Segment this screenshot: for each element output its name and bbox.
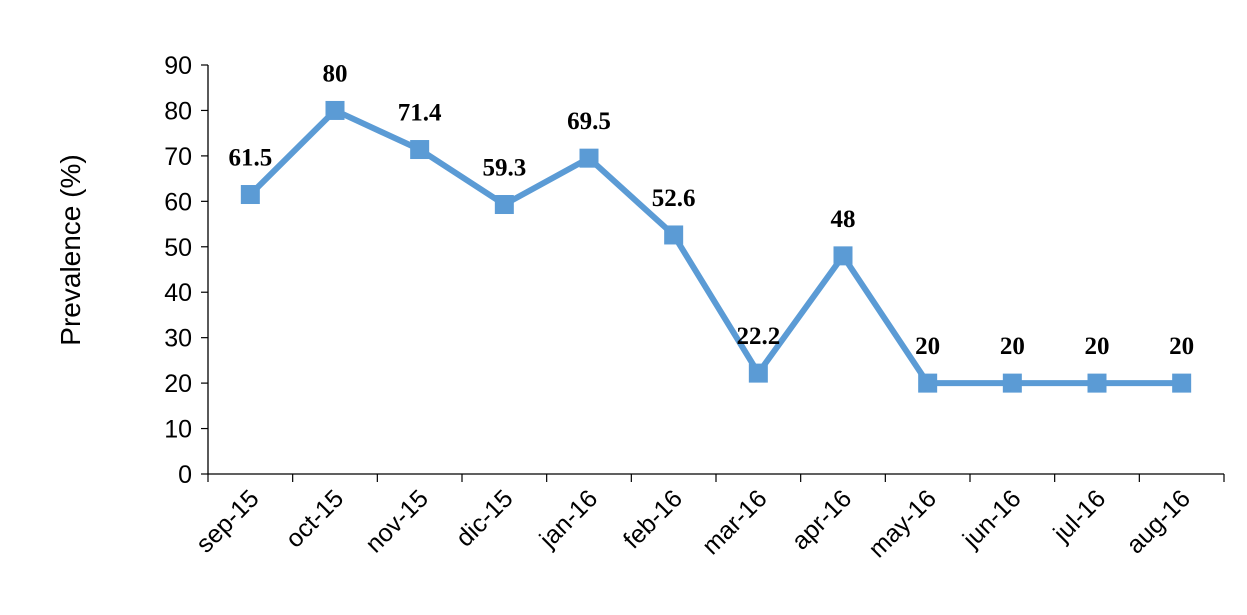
data-point-marker bbox=[494, 195, 514, 215]
x-tick-label: apr-16 bbox=[786, 484, 857, 555]
x-tick-label: aug-16 bbox=[1121, 484, 1196, 559]
x-axis: sep-15 oct-15 nov-15 dic-15 jan-16 feb-16 mar-… bbox=[191, 473, 1225, 563]
x-tick-label: dic-15 bbox=[451, 484, 519, 552]
data-label: 20 bbox=[1000, 333, 1025, 360]
data-label: 20 bbox=[1085, 333, 1110, 360]
data-label: 52.6 bbox=[652, 185, 696, 212]
data-point-marker bbox=[918, 373, 938, 393]
x-tick-label: oct-15 bbox=[280, 484, 349, 553]
y-tick-label: 0 bbox=[178, 461, 192, 489]
data-label: 20 bbox=[915, 333, 940, 360]
data-label: 71.4 bbox=[398, 100, 442, 127]
data-point-marker bbox=[579, 148, 599, 168]
data-label: 22.2 bbox=[736, 323, 780, 350]
data-label: 69.5 bbox=[567, 108, 611, 135]
y-tick-label: 30 bbox=[164, 325, 192, 353]
data-point-marker bbox=[1002, 373, 1022, 393]
y-tick-label: 40 bbox=[164, 279, 192, 307]
x-tick-label: nov-15 bbox=[360, 484, 434, 558]
data-label: 61.5 bbox=[228, 145, 272, 172]
y-tick-label: 60 bbox=[164, 188, 192, 216]
y-tick-label: 20 bbox=[164, 370, 192, 398]
x-tick-label: jul-16 bbox=[1047, 484, 1111, 548]
series-line bbox=[248, 107, 1182, 387]
y-axis: 0 10 20 30 40 50 60 70 80 90 bbox=[164, 52, 209, 489]
data-point-marker bbox=[240, 185, 260, 205]
data-point-marker bbox=[325, 100, 345, 120]
y-tick-label: 80 bbox=[164, 97, 192, 125]
x-tick-label: feb-16 bbox=[618, 484, 688, 554]
series-prevalence bbox=[240, 100, 1192, 393]
y-tick-label: 90 bbox=[164, 52, 192, 80]
data-label: 59.3 bbox=[482, 155, 526, 182]
x-tick-label: sep-15 bbox=[191, 484, 265, 558]
data-point-marker bbox=[748, 363, 768, 383]
y-tick-label: 70 bbox=[164, 143, 192, 171]
y-tick-label: 10 bbox=[164, 416, 192, 444]
x-tick-label: mar-16 bbox=[697, 484, 773, 560]
data-point-marker bbox=[1172, 373, 1192, 393]
data-point-marker bbox=[1087, 373, 1107, 393]
y-axis-title: Prevalence (%) bbox=[55, 154, 86, 345]
data-label: 48 bbox=[831, 206, 856, 233]
data-label: 20 bbox=[1169, 333, 1194, 360]
data-point-marker bbox=[664, 225, 684, 245]
x-tick-label: jan-16 bbox=[534, 484, 604, 554]
data-point-marker bbox=[833, 246, 853, 266]
data-label: 80 bbox=[323, 60, 348, 87]
data-point-marker bbox=[410, 140, 430, 160]
y-tick-label: 50 bbox=[164, 234, 192, 262]
data-labels: 61.5 80 71.4 59.3 69.5 52.6 22.2 48 20 20 20 20 bbox=[228, 60, 1194, 360]
x-tick-label: jun-16 bbox=[957, 484, 1027, 554]
x-tick-label: may-16 bbox=[863, 484, 942, 563]
